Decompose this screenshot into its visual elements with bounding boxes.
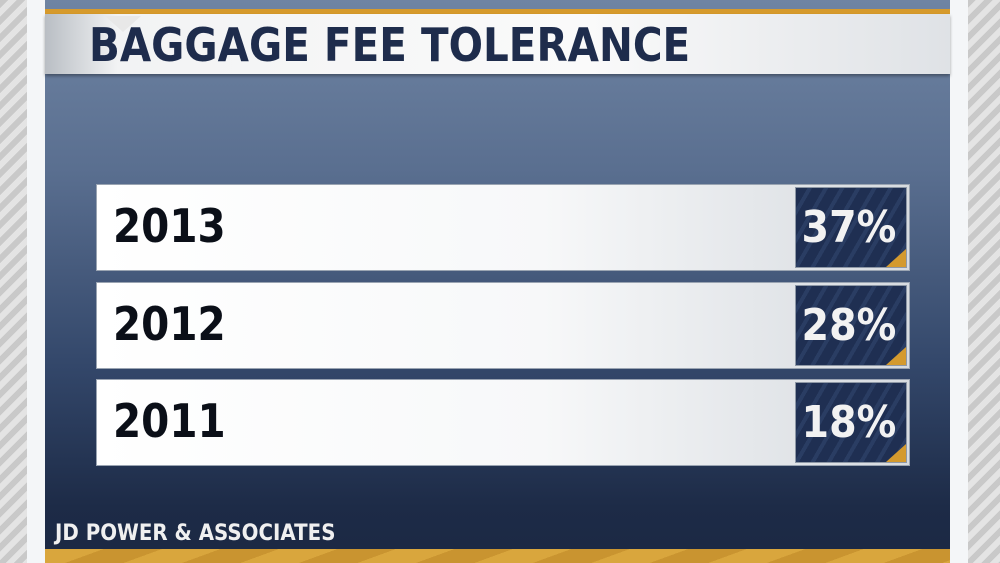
table-row: 2011 18% <box>96 379 910 466</box>
source-label: JD POWER & ASSOCIATES <box>55 521 336 546</box>
graphic-title: BAGGAGE FEE TOLERANCE <box>89 18 691 72</box>
title-bar: BAGGAGE FEE TOLERANCE <box>45 14 950 74</box>
triangle-marker-icon <box>105 16 141 32</box>
table-row: 2012 28% <box>96 282 910 369</box>
value-box: 18% <box>795 382 907 463</box>
gold-top-stripe <box>45 9 950 14</box>
gold-corner-icon <box>886 444 906 462</box>
gold-corner-icon <box>886 347 906 365</box>
row-value: 28% <box>801 300 896 351</box>
row-year: 2012 <box>113 297 226 351</box>
gold-bottom-stripe <box>45 549 950 563</box>
graphic-panel <box>45 0 950 563</box>
row-year: 2011 <box>113 394 226 448</box>
row-year: 2013 <box>113 199 226 253</box>
row-value: 37% <box>801 202 896 253</box>
gold-corner-icon <box>886 249 906 267</box>
table-row: 2013 37% <box>96 184 910 271</box>
value-box: 28% <box>795 285 907 366</box>
value-box: 37% <box>795 187 907 268</box>
row-value: 18% <box>801 397 896 448</box>
